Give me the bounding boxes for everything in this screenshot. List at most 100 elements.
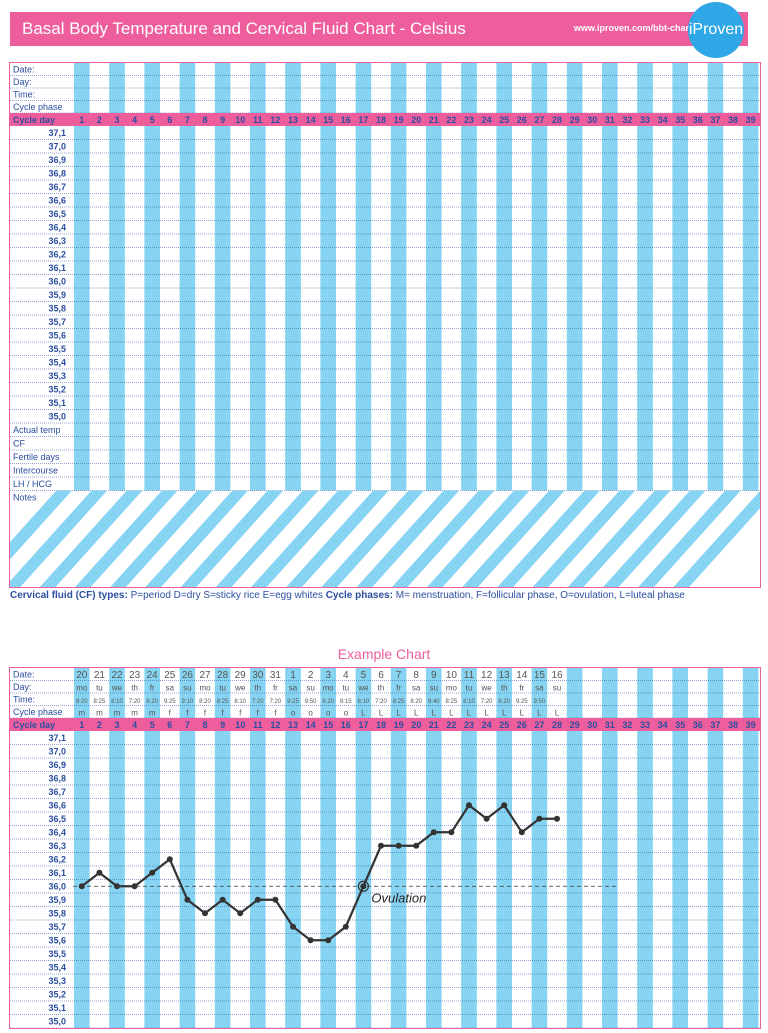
cycle-day-number: 18 — [376, 720, 386, 730]
cycle-day-number: 11 — [253, 115, 263, 125]
cycle-day-number: 13 — [288, 115, 298, 125]
temp-label: 35,2 — [48, 990, 66, 1000]
day-stripe — [496, 63, 512, 491]
cycle-day-number: 6 — [167, 115, 172, 125]
day-stripe — [74, 668, 90, 1028]
example-day-value: fr — [273, 684, 278, 693]
cycle-day-number: 14 — [306, 115, 316, 125]
temperature-point — [395, 842, 402, 849]
phase-legend-text: M= menstruation, F=follicular phase, O=o… — [392, 590, 685, 601]
day-stripe — [355, 668, 372, 1028]
notes-stripe — [321, 490, 424, 587]
day-stripe — [602, 63, 618, 491]
day-stripe — [250, 668, 266, 1028]
cycle-day-number: 7 — [185, 115, 190, 125]
example-phase-value: o — [291, 709, 296, 718]
example-day-value: fr — [519, 684, 524, 693]
temp-label: 35,0 — [48, 1017, 66, 1027]
example-time-value: 8:20 — [199, 699, 211, 705]
cycle-day-number: 19 — [394, 720, 404, 730]
example-phase-value: f — [204, 709, 207, 718]
cycle-day-number: 23 — [464, 115, 474, 125]
example-day-value: sa — [412, 684, 421, 693]
cycle-day-label: Cycle day — [13, 720, 55, 730]
cycle-day-number: 9 — [220, 115, 225, 125]
notes-stripe — [673, 490, 768, 587]
cycle-day-number: 35 — [675, 720, 685, 730]
row-label: Actual temp — [13, 425, 61, 435]
temperature-point — [202, 910, 208, 917]
cycle-day-number: 25 — [499, 720, 509, 730]
cycle-day-number: 17 — [358, 720, 368, 730]
example-time-value: 8:20 — [498, 699, 510, 705]
example-date-value: 20 — [76, 670, 88, 681]
example-time-value: 9:40 — [428, 699, 440, 705]
example-date-value: 30 — [252, 670, 264, 681]
example-date-value: 1 — [290, 670, 296, 681]
temp-label: 35,6 — [48, 331, 66, 341]
example-day-value: mo — [446, 684, 458, 693]
example-date-value: 11 — [464, 670, 475, 681]
temperature-point — [378, 842, 384, 849]
cycle-day-number: 32 — [622, 720, 632, 730]
example-date-value: 8 — [413, 670, 419, 681]
cycle-day-number: 31 — [605, 720, 615, 730]
cycle-day-number: 12 — [270, 115, 280, 125]
temp-label: 36,3 — [48, 841, 66, 851]
example-phase-value: L — [484, 709, 489, 718]
notes-stripe — [497, 490, 600, 587]
example-date-value: 27 — [199, 670, 211, 681]
temp-label: 36,7 — [48, 787, 66, 797]
example-time-value: 9:10 — [182, 699, 194, 705]
example-date-value: 26 — [182, 670, 194, 681]
example-time-value: 8:15 — [340, 699, 352, 705]
cycle-day-number: 20 — [411, 115, 421, 125]
example-day-value: th — [378, 684, 385, 693]
example-phase-value: L — [502, 709, 507, 718]
example-phase-value: f — [221, 709, 224, 718]
day-stripe — [320, 63, 336, 491]
example-date-value: 4 — [343, 670, 349, 681]
temp-label: 35,8 — [48, 909, 66, 919]
day-stripe — [707, 63, 724, 491]
cycle-day-number: 7 — [185, 720, 190, 730]
temp-label: 35,0 — [48, 412, 66, 422]
example-phase-value: L — [467, 709, 472, 718]
temperature-point — [272, 896, 279, 903]
temperature-point — [501, 802, 508, 809]
day-stripe — [426, 63, 442, 491]
example-phase-value: f — [186, 709, 189, 718]
example-time-value: 8:10 — [234, 699, 246, 705]
example-day-value: mo — [76, 684, 88, 693]
cycle-day-number: 37 — [710, 115, 720, 125]
temperature-point — [307, 937, 314, 944]
cycle-day-number: 6 — [167, 720, 172, 730]
row-label: CF — [13, 439, 25, 449]
cycle-day-number: 24 — [482, 115, 492, 125]
cycle-day-row — [10, 718, 760, 731]
example-day-value: su — [306, 684, 314, 693]
cycle-day-number: 29 — [570, 115, 580, 125]
cycle-day-number: 13 — [288, 720, 298, 730]
temp-label: 35,7 — [48, 922, 66, 932]
example-day-value: sa — [535, 684, 544, 693]
notes-stripe — [286, 490, 389, 587]
day-stripe — [531, 668, 548, 1028]
example-date-value: 22 — [111, 670, 123, 681]
notes-stripe — [427, 490, 530, 587]
temp-label: 35,9 — [48, 290, 66, 300]
cycle-day-number: 8 — [202, 115, 207, 125]
temperature-point — [219, 896, 226, 903]
cycle-day-label: Cycle day — [13, 115, 55, 125]
temp-label: 35,1 — [48, 1003, 66, 1013]
page-title: Basal Body Temperature and Cervical Flui… — [22, 19, 466, 38]
cycle-day-number: 27 — [534, 720, 544, 730]
cf-legend-text: P=period D=dry S=sticky rice E=egg white… — [127, 590, 326, 601]
day-stripe — [144, 63, 160, 491]
example-phase-value: L — [449, 709, 454, 718]
temp-label: 36,5 — [48, 814, 66, 824]
example-day-value: su — [430, 684, 438, 693]
example-date-value: 23 — [129, 670, 141, 681]
example-day-value: fr — [396, 684, 401, 693]
temp-label: 35,3 — [48, 371, 66, 381]
